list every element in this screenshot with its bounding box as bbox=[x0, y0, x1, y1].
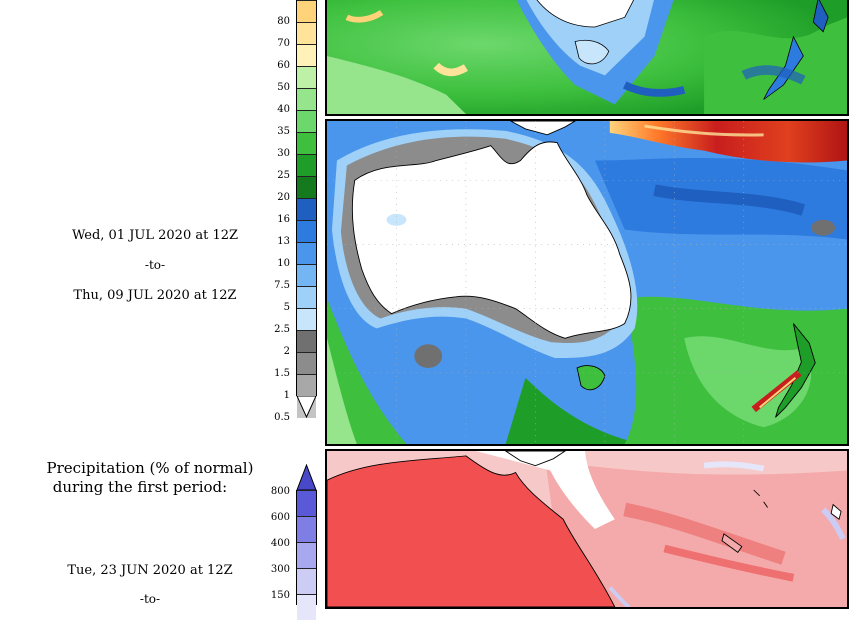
colorbar-segment bbox=[297, 220, 316, 242]
colorbar-upper-arrow bbox=[296, 396, 317, 418]
colorbar-tick-label: 35 bbox=[277, 126, 290, 137]
colorbar-segment bbox=[297, 516, 316, 542]
percent-normal-title-line2: during the first period: bbox=[52, 478, 228, 496]
colorbar-segment bbox=[297, 154, 316, 176]
colorbar-segment bbox=[297, 352, 316, 374]
map-panel-precipitation-totals bbox=[325, 119, 849, 446]
colorbar-tick-label: 50 bbox=[277, 82, 290, 93]
colorbar-segment bbox=[297, 264, 316, 286]
colorbar-segment bbox=[297, 242, 316, 264]
percent-normal-title-line1: Precipitation (% of normal) bbox=[46, 459, 254, 477]
colorbar-tick-label: 2.5 bbox=[274, 324, 290, 335]
colorbar-segment bbox=[297, 330, 316, 352]
colorbar-tick-label: 600 bbox=[270, 512, 290, 523]
colorbar-tick-label: 7.5 bbox=[274, 280, 290, 291]
colorbar-segment bbox=[297, 286, 316, 308]
colorbar-segment bbox=[297, 132, 316, 154]
colorbar-tick-label: 300 bbox=[270, 564, 290, 575]
colorbar-segment bbox=[297, 594, 316, 620]
colorbar-segment bbox=[297, 22, 316, 44]
colorbar-tick-label: 70 bbox=[277, 38, 290, 49]
colorbar-segment bbox=[297, 308, 316, 330]
period-a-start: Wed, 01 JUL 2020 at 12Z bbox=[71, 228, 239, 243]
colorbar-segment bbox=[297, 374, 316, 396]
colorbar-segment bbox=[297, 176, 316, 198]
colorbar-tick-label: 13 bbox=[277, 236, 290, 247]
colorbar-tick-label: 150 bbox=[270, 590, 290, 601]
colorbar-segment bbox=[297, 0, 316, 22]
colorbar-tick-label: 80 bbox=[277, 16, 290, 27]
colorbar-segment bbox=[297, 542, 316, 568]
map-panel-top bbox=[325, 0, 849, 116]
colorbar-tick-label: 16 bbox=[277, 214, 290, 225]
colorbar-tick-label: 1 bbox=[283, 390, 290, 401]
period-a-separator: -to- bbox=[144, 258, 166, 272]
colorbar-tick-label: 40 bbox=[277, 104, 290, 115]
colorbar-tick-label: 30 bbox=[277, 148, 290, 159]
colorbar-tick-label: 25 bbox=[277, 170, 290, 181]
colorbar-tick-label: 20 bbox=[277, 192, 290, 203]
colorbar-tick-label: 1.5 bbox=[274, 368, 290, 379]
colorbar-tick-label: 60 bbox=[277, 60, 290, 71]
period-a-end: Thu, 09 JUL 2020 at 12Z bbox=[73, 288, 237, 303]
period-b-separator: -to- bbox=[139, 592, 161, 606]
colorbar-tick-label: 0.5 bbox=[274, 412, 290, 423]
colorbar-lower-arrow bbox=[296, 464, 317, 491]
colorbar-tick-label: 400 bbox=[270, 538, 290, 549]
colorbar-segment bbox=[297, 490, 316, 516]
period-b-start: Tue, 23 JUN 2020 at 12Z bbox=[67, 563, 233, 578]
colorbar-segment bbox=[297, 568, 316, 594]
colorbar-segment bbox=[297, 198, 316, 220]
colorbar-segment bbox=[297, 66, 316, 88]
colorbar-tick-label: 2 bbox=[283, 346, 290, 357]
colorbar-tick-label: 10 bbox=[277, 258, 290, 269]
colorbar-segment bbox=[297, 44, 316, 66]
colorbar-tick-label: 800 bbox=[270, 486, 290, 497]
colorbar-segment bbox=[297, 110, 316, 132]
map-panel-percent-of-normal bbox=[325, 449, 849, 609]
colorbar-segment bbox=[297, 88, 316, 110]
colorbar-tick-label: 5 bbox=[283, 302, 290, 313]
